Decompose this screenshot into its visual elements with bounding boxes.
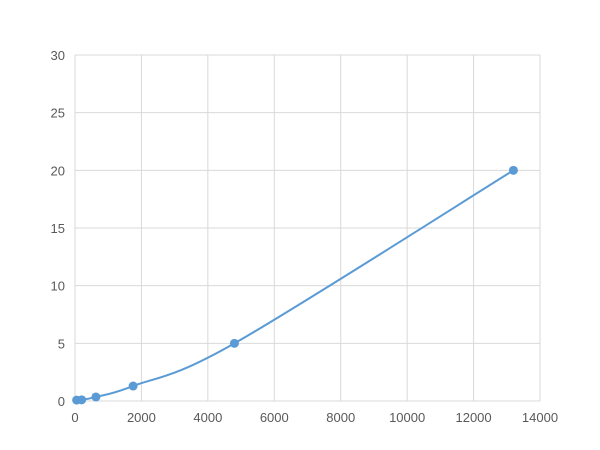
x-tick-label: 0: [71, 410, 78, 425]
x-tick-label: 8000: [326, 410, 355, 425]
y-tick-label: 10: [51, 279, 65, 294]
x-tick-label: 14000: [522, 410, 558, 425]
x-tick-label: 10000: [389, 410, 425, 425]
data-point: [229, 338, 239, 348]
x-tick-label: 2000: [127, 410, 156, 425]
y-tick-label: 15: [51, 221, 65, 236]
y-tick-label: 0: [58, 394, 65, 409]
x-tick-label: 4000: [193, 410, 222, 425]
y-tick-label: 20: [51, 163, 65, 178]
y-tick-label: 5: [58, 336, 65, 351]
y-tick-label: 25: [51, 106, 65, 121]
data-point: [77, 395, 87, 405]
y-tick-label: 30: [51, 48, 65, 63]
data-point: [508, 165, 518, 175]
data-point: [91, 392, 101, 402]
x-tick-label: 6000: [260, 410, 289, 425]
x-tick-label: 12000: [455, 410, 491, 425]
data-point: [128, 381, 138, 391]
